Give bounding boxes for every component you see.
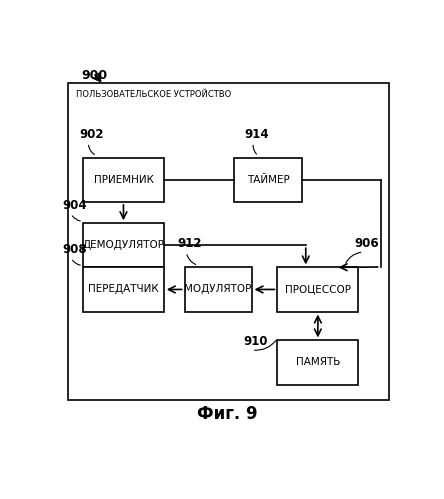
- Text: 912: 912: [178, 237, 202, 250]
- Bar: [278, 267, 358, 311]
- Text: ПОЛЬЗОВАТЕЛЬСКОЕ УСТРОЙСТВО: ПОЛЬЗОВАТЕЛЬСКОЕ УСТРОЙСТВО: [76, 90, 231, 99]
- Bar: [67, 83, 389, 400]
- Text: 904: 904: [62, 199, 87, 212]
- Text: ПРИЕМНИК: ПРИЕМНИК: [94, 175, 153, 185]
- Text: МОДУЛЯТОР: МОДУЛЯТОР: [184, 284, 252, 294]
- Bar: [234, 158, 301, 202]
- Text: Фиг. 9: Фиг. 9: [197, 405, 258, 423]
- Bar: [185, 267, 252, 311]
- Text: 902: 902: [79, 128, 104, 141]
- Text: ДЕМОДУЛЯТОР: ДЕМОДУЛЯТОР: [83, 240, 164, 250]
- Text: 908: 908: [62, 243, 87, 256]
- Bar: [83, 158, 164, 202]
- Bar: [83, 223, 164, 267]
- Text: ПЕРЕДАТЧИК: ПЕРЕДАТЧИК: [88, 284, 159, 294]
- Bar: [278, 340, 358, 385]
- Text: 900: 900: [81, 69, 107, 82]
- Text: 910: 910: [243, 335, 268, 348]
- Text: ПАМЯТЬ: ПАМЯТЬ: [296, 357, 340, 367]
- Text: 914: 914: [245, 128, 270, 141]
- Text: ТАЙМЕР: ТАЙМЕР: [246, 175, 289, 185]
- Text: 906: 906: [355, 237, 380, 250]
- Text: ПРОЦЕССОР: ПРОЦЕССОР: [285, 284, 351, 294]
- Bar: [83, 267, 164, 311]
